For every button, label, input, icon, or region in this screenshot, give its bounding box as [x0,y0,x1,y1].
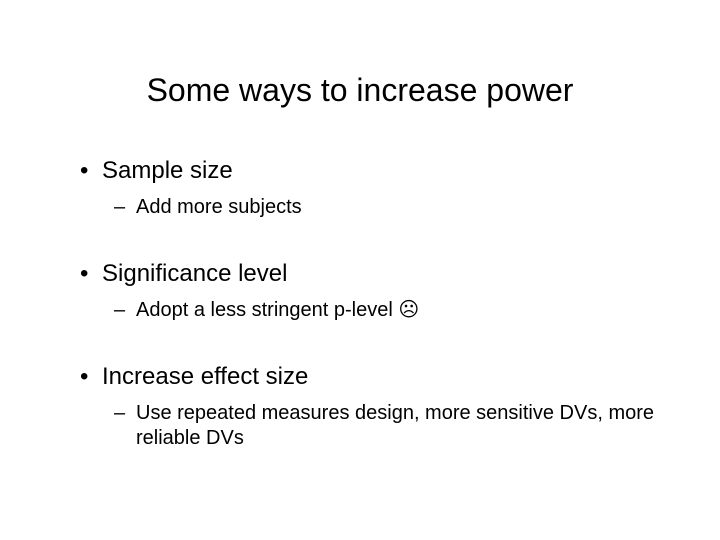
bullet-item: Significance level [80,260,660,288]
sub-bullet-item: Add more subjects [80,195,660,220]
slide-title: Some ways to increase power [60,72,660,109]
slide: Some ways to increase power Sample size … [0,0,720,540]
sub-bullet-item: Adopt a less stringent p-level ☹ [80,298,660,323]
bullet-item: Sample size [80,157,660,185]
sub-bullet-item: Use repeated measures design, more sensi… [80,401,660,451]
slide-content: Sample size Add more subjects Significan… [60,157,660,451]
bullet-item: Increase effect size [80,363,660,391]
